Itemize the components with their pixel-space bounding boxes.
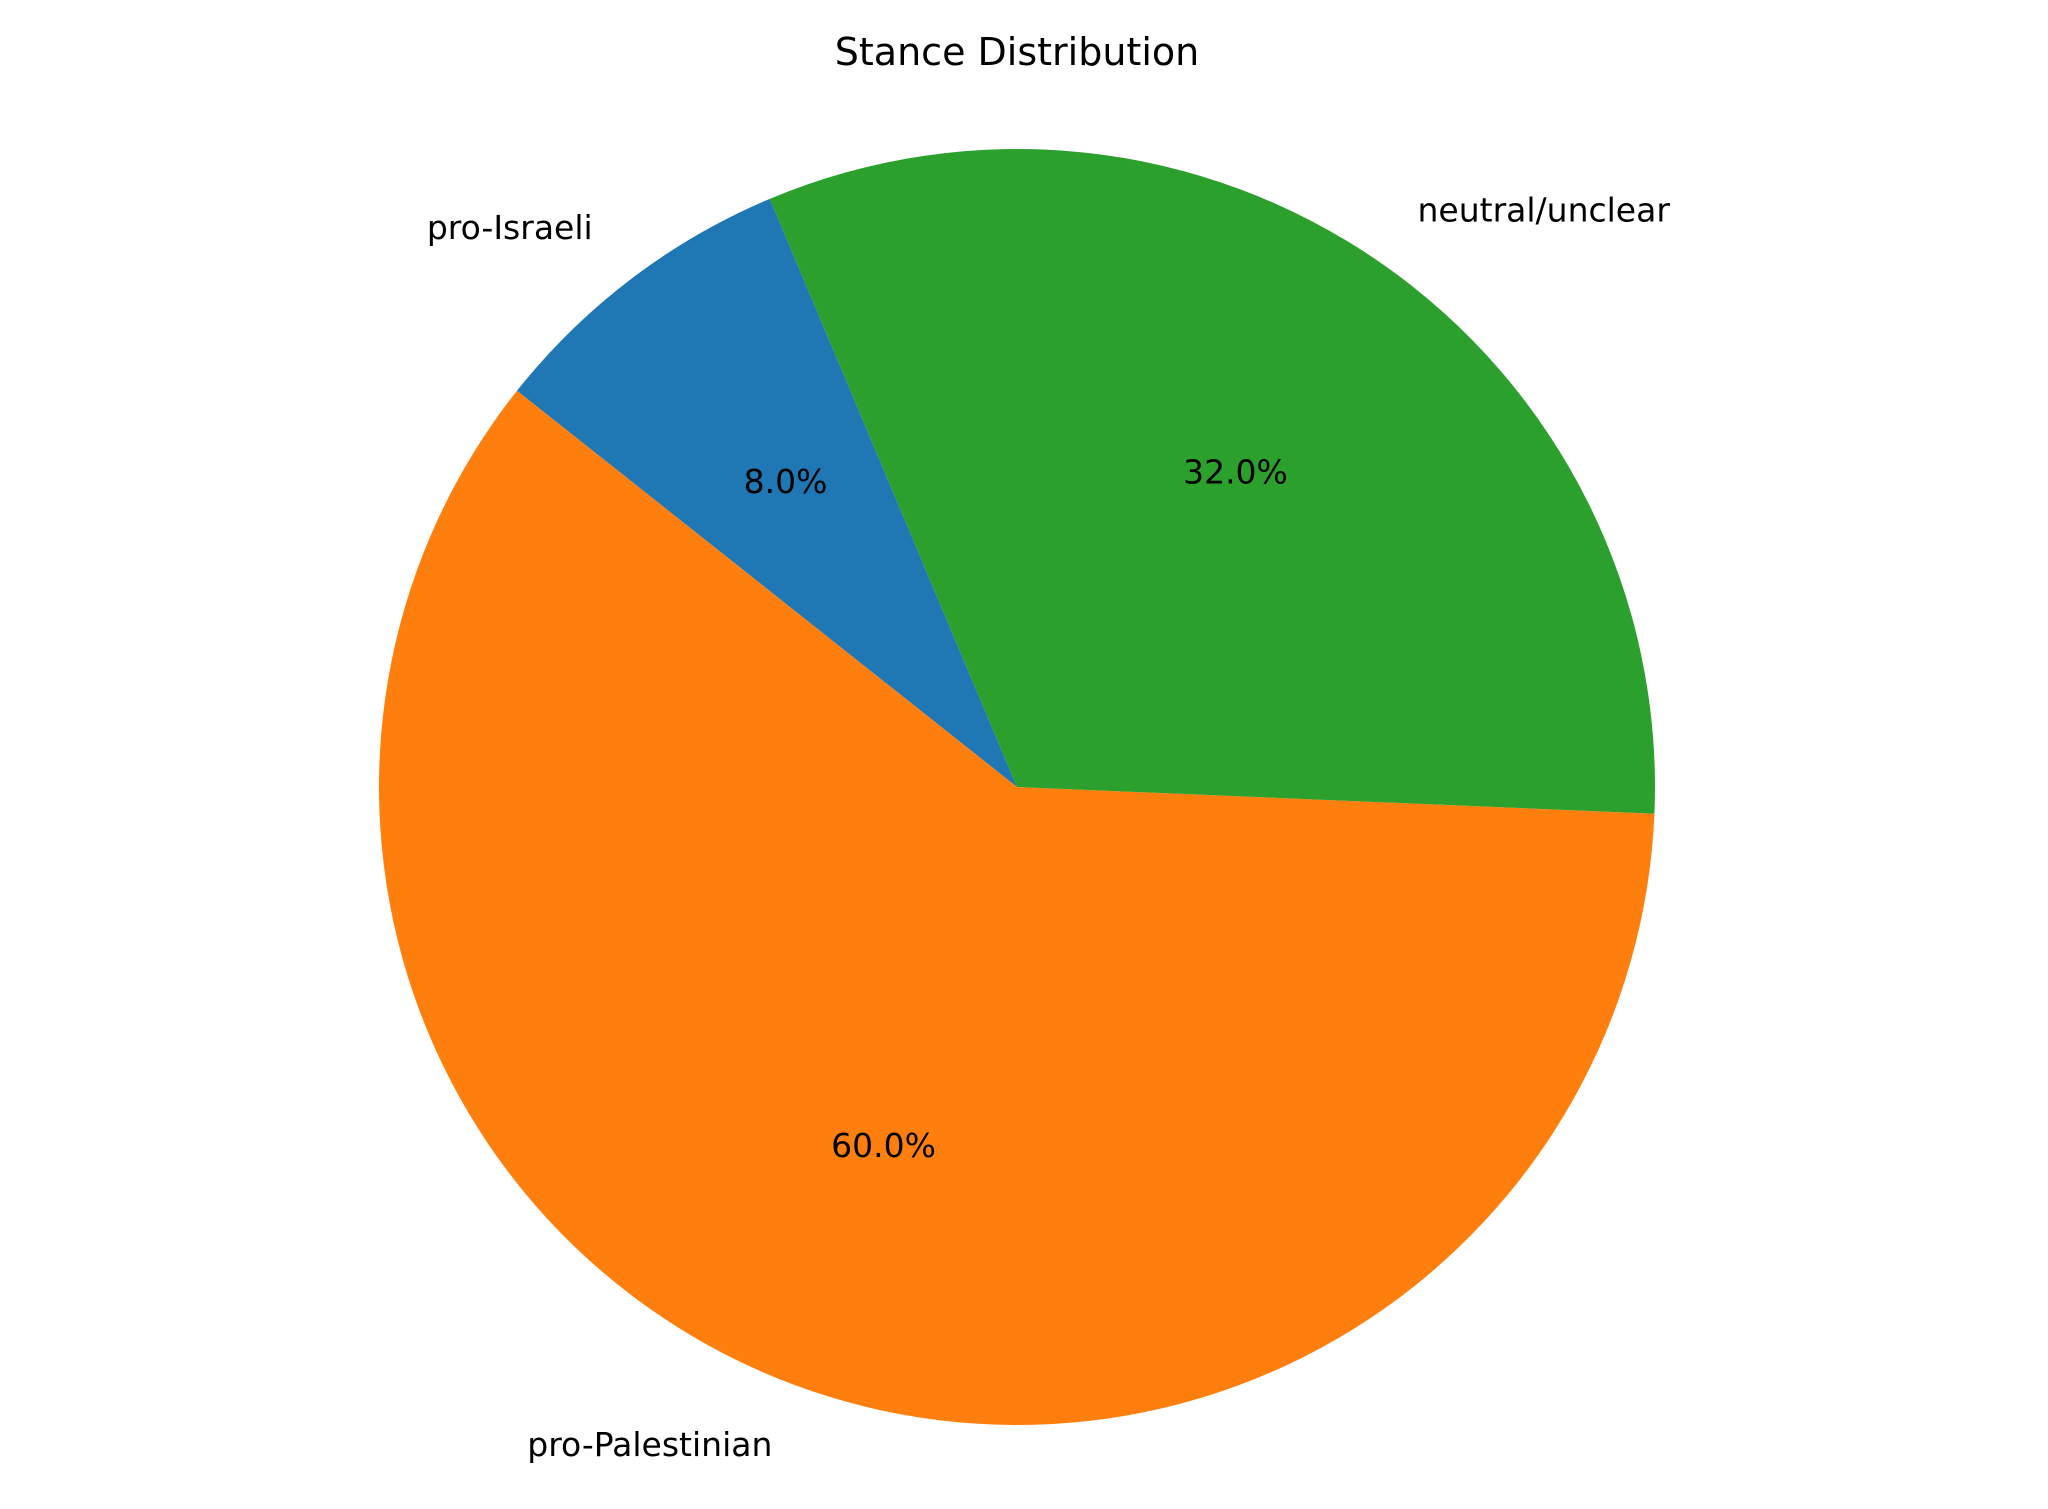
pie-slice [769, 149, 1655, 814]
slice-label: pro-Palestinian [527, 1425, 772, 1464]
slice-label: pro-Israeli [427, 208, 593, 247]
pie-slice [517, 198, 1017, 788]
slice-percentage-label: 8.0% [744, 462, 828, 501]
pie-slices [378, 149, 1655, 1425]
pie-labels: pro-Israeli 8.0% pro-Palestinian 60.0% neutr… [427, 191, 1670, 1464]
slice-label: neutral/unclear [1418, 191, 1671, 230]
pie-slice [378, 390, 1655, 1425]
slice-percentage-label: 32.0% [1183, 453, 1288, 492]
slice-percentage-label: 60.0% [831, 1126, 936, 1165]
chart-title: Stance Distribution [835, 30, 1199, 74]
